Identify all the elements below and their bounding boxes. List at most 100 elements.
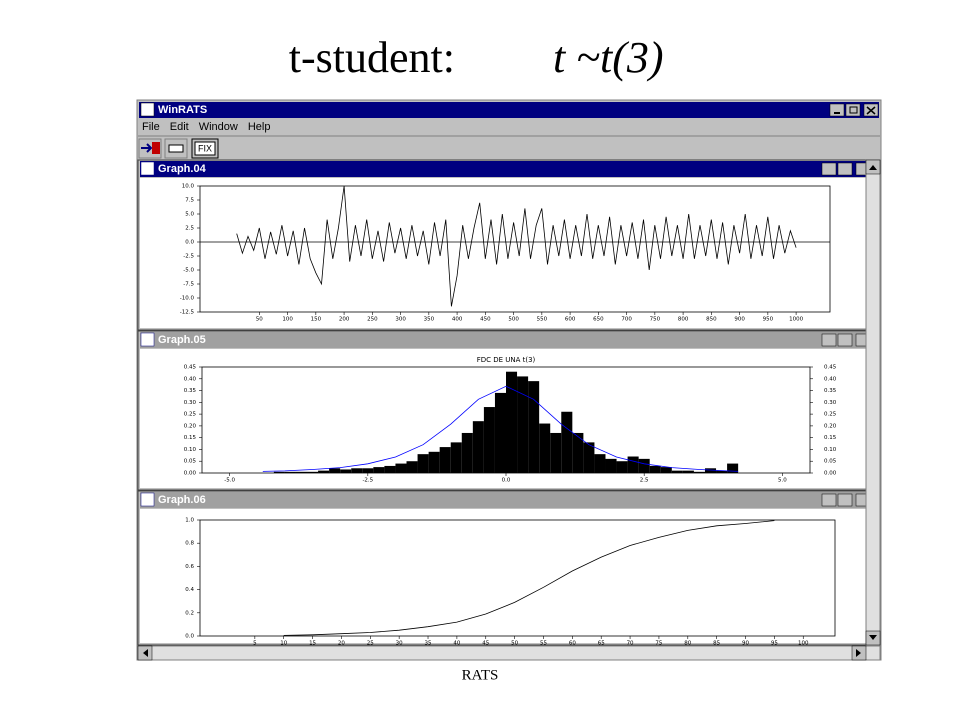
y2-tick-label: 0.40	[824, 376, 837, 382]
x-tick-label: 80	[684, 641, 691, 647]
y-tick-label: 0.20	[184, 423, 197, 429]
histogram-bar	[340, 469, 352, 473]
histogram-bar	[307, 471, 319, 473]
window-controls[interactable]	[829, 103, 879, 117]
x-tick-label: 55	[540, 641, 547, 647]
histogram-bar	[439, 447, 451, 473]
y-tick-label: 0.00	[184, 471, 197, 477]
chart-title: FDC DE UNA t(3)	[477, 356, 536, 364]
x-tick-label: 400	[452, 317, 463, 323]
x-tick-label: 90	[742, 641, 749, 647]
histogram-bar	[351, 468, 363, 473]
plot-frame	[199, 519, 836, 637]
menu-item[interactable]: Help	[248, 121, 271, 133]
icon	[152, 142, 160, 154]
icon	[869, 165, 877, 170]
histogram-bar	[616, 461, 628, 473]
client-area	[140, 178, 866, 328]
scroll-track[interactable]	[137, 645, 881, 661]
x-tick-label: 250	[367, 317, 378, 323]
child-icon	[140, 492, 155, 507]
y-tick-label: 7.5	[185, 198, 194, 204]
x-tick-label: 550	[537, 317, 548, 323]
x-tick-label: 50	[256, 317, 263, 323]
histogram-bar	[660, 467, 672, 473]
histogram-bar	[649, 465, 661, 473]
y2-tick-label: 0.00	[824, 471, 837, 477]
histogram-bar	[273, 471, 285, 473]
child-control[interactable]	[821, 493, 837, 507]
minimize-button[interactable]	[829, 103, 845, 117]
histogram-bar	[373, 467, 385, 473]
x-tick-label: 700	[621, 317, 632, 323]
y-tick-label: 2.5	[185, 226, 194, 232]
histogram-bar	[494, 392, 506, 473]
histogram-bar	[550, 432, 562, 473]
y2-tick-label: 0.15	[824, 435, 837, 441]
child-control[interactable]	[837, 162, 853, 176]
y-tick-label: 5.0	[185, 212, 194, 218]
x-tick-label: 300	[395, 317, 406, 323]
icon	[168, 144, 184, 153]
y-tick-label: 0.15	[184, 435, 197, 441]
y2-tick-label: 0.25	[824, 412, 837, 418]
histogram-bar	[528, 381, 540, 473]
slide-footer: RATS	[462, 667, 499, 683]
histogram-bar	[704, 468, 717, 473]
x-tick-label: 1000	[789, 317, 803, 323]
histogram-bar	[318, 470, 330, 473]
app-icon	[140, 102, 155, 117]
histogram-bar	[450, 442, 462, 473]
y-tick-label: 0.25	[184, 412, 197, 418]
y-tick-label: -10.0	[180, 296, 195, 302]
histogram-bar	[506, 371, 518, 473]
child-title: Graph.04	[158, 163, 207, 175]
histogram-bar	[295, 471, 308, 473]
x-tick-label: 150	[311, 317, 322, 323]
x-tick-label: 950	[763, 317, 774, 323]
child-title-bar	[140, 492, 878, 508]
menu-item[interactable]: File	[142, 121, 160, 133]
histogram-bar	[594, 454, 606, 473]
horizontal-scrollbar[interactable]	[137, 645, 881, 661]
x-tick-label: 40	[453, 641, 460, 647]
menu-item[interactable]: Window	[199, 121, 238, 133]
histogram-bar	[406, 461, 418, 473]
histogram-bar	[605, 458, 617, 473]
client-area	[140, 509, 866, 643]
histogram-bar	[284, 471, 296, 473]
scroll-track[interactable]	[865, 159, 881, 647]
y-tick-label: -12.5	[180, 310, 195, 316]
icon	[856, 649, 861, 657]
y-tick-label: 0.05	[184, 459, 197, 465]
x-tick-label: 100	[798, 641, 809, 647]
chart: FDC DE UNA t(3) 0.00 0.05 0.10 0.15 0.20 0.25 0…	[184, 356, 837, 484]
x-tick-label: 50	[511, 641, 518, 647]
toolbar: FIX	[138, 138, 219, 159]
histogram-bar	[727, 463, 739, 473]
x-tick-label: 800	[678, 317, 689, 323]
icon	[143, 649, 148, 657]
vertical-scrollbar[interactable]	[865, 159, 881, 647]
slide-title: t-student:	[289, 33, 455, 82]
y2-tick-label: 0.30	[824, 400, 837, 406]
histogram-bar	[362, 468, 374, 473]
child-control[interactable]	[821, 333, 837, 347]
button-label: FIX	[198, 143, 212, 153]
y-tick-label: 0.6	[185, 564, 194, 570]
child-control[interactable]	[837, 493, 853, 507]
y2-tick-label: 0.20	[824, 423, 837, 429]
y2-tick-label: 0.05	[824, 459, 837, 465]
y-tick-label: 0.35	[184, 388, 197, 394]
child-control[interactable]	[837, 333, 853, 347]
restore-button[interactable]	[845, 103, 861, 117]
y-tick-label: 0.40	[184, 376, 197, 382]
x-tick-label: 75	[655, 641, 662, 647]
child-control[interactable]	[821, 162, 837, 176]
y-tick-label: -2.5	[183, 254, 194, 260]
histogram-bar	[472, 421, 484, 473]
menu-item[interactable]: Edit	[170, 121, 189, 133]
y-tick-label: 0.0	[185, 240, 194, 246]
